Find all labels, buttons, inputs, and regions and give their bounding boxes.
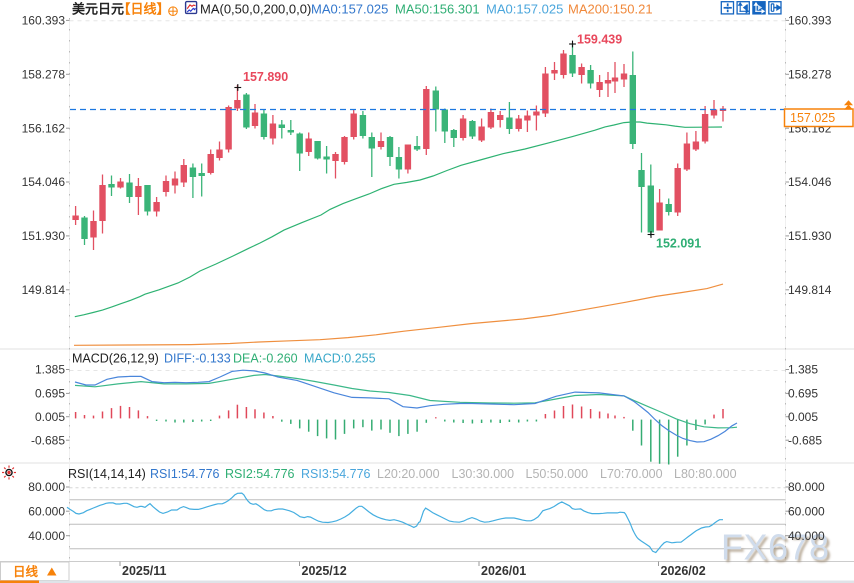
svg-text:1.385: 1.385 [788, 363, 818, 377]
svg-text:2026/01: 2026/01 [481, 564, 526, 578]
svg-text:154.046: 154.046 [788, 175, 832, 189]
svg-text:L50:50.000: L50:50.000 [526, 467, 589, 481]
svg-text:RSI2:54.776: RSI2:54.776 [225, 467, 295, 481]
svg-text:149.814: 149.814 [788, 283, 832, 297]
svg-text:2026/02: 2026/02 [661, 564, 706, 578]
svg-text:MA0:157.025: MA0:157.025 [311, 2, 388, 17]
svg-text:DIFF:-0.133: DIFF:-0.133 [164, 352, 231, 366]
svg-text:60.000: 60.000 [28, 504, 65, 518]
svg-text:80.000: 80.000 [28, 480, 65, 494]
svg-text:L30:30.000: L30:30.000 [452, 467, 515, 481]
svg-text:-0.685: -0.685 [31, 433, 65, 447]
svg-text:40.000: 40.000 [28, 529, 65, 543]
svg-text:FX678: FX678 [721, 527, 830, 568]
svg-text:157.890: 157.890 [243, 70, 288, 84]
svg-text:美元日元: 美元日元 [72, 2, 124, 17]
svg-text:L70:70.000: L70:70.000 [600, 467, 663, 481]
svg-text:MA50:156.301: MA50:156.301 [395, 2, 480, 17]
svg-text:【日线】: 【日线】 [118, 2, 170, 17]
svg-text:0.005: 0.005 [788, 410, 818, 424]
svg-text:2025/11: 2025/11 [122, 564, 167, 578]
svg-text:158.278: 158.278 [22, 68, 66, 82]
svg-text:日线: 日线 [13, 564, 39, 579]
svg-text:MACD(26,12,9): MACD(26,12,9) [72, 352, 159, 366]
svg-text:L20:20.000: L20:20.000 [377, 467, 440, 481]
svg-text:RSI1:54.776: RSI1:54.776 [150, 467, 220, 481]
svg-text:0.695: 0.695 [35, 387, 65, 401]
svg-text:DEA:-0.260: DEA:-0.260 [233, 352, 298, 366]
svg-text:159.439: 159.439 [577, 33, 622, 47]
svg-text:MA200:150.21: MA200:150.21 [568, 2, 653, 17]
svg-text:L80:80.000: L80:80.000 [674, 467, 737, 481]
svg-text:152.091: 152.091 [656, 237, 701, 251]
svg-text:149.814: 149.814 [22, 283, 66, 297]
svg-text:-0.685: -0.685 [788, 433, 822, 447]
svg-text:0.005: 0.005 [35, 410, 65, 424]
svg-text:1.385: 1.385 [35, 363, 65, 377]
svg-text:RSI3:54.776: RSI3:54.776 [301, 467, 371, 481]
svg-text:0.695: 0.695 [788, 387, 818, 401]
svg-text:40.000: 40.000 [788, 529, 825, 543]
svg-text:160.393: 160.393 [788, 14, 832, 28]
svg-text:60.000: 60.000 [788, 504, 825, 518]
svg-text:157.025: 157.025 [790, 111, 835, 125]
svg-text:MACD:0.255: MACD:0.255 [304, 352, 376, 366]
svg-text:RSI(14,14,14): RSI(14,14,14) [68, 467, 146, 481]
svg-text:MA(0,50,0,200,0,0): MA(0,50,0,200,0,0) [200, 2, 311, 17]
svg-text:2025/12: 2025/12 [302, 564, 347, 578]
svg-text:156.162: 156.162 [22, 121, 66, 135]
svg-text:160.393: 160.393 [22, 14, 66, 28]
svg-text:80.000: 80.000 [788, 480, 825, 494]
svg-text:MA0:157.025: MA0:157.025 [486, 2, 563, 17]
svg-text:151.930: 151.930 [788, 229, 832, 243]
svg-text:154.046: 154.046 [22, 175, 66, 189]
svg-text:151.930: 151.930 [22, 229, 66, 243]
svg-text:158.278: 158.278 [788, 68, 832, 82]
